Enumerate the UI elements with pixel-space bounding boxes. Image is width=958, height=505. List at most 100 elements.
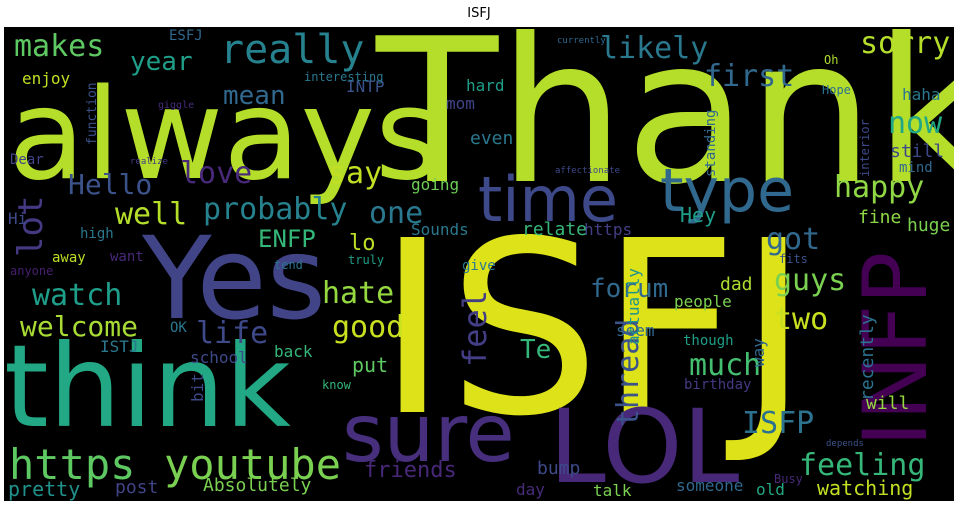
word-say: say xyxy=(328,156,383,191)
word-currently: currently xyxy=(557,36,606,46)
word-mom: mom xyxy=(446,94,475,113)
word-isfp: ISFP xyxy=(742,406,815,441)
word-standing: standing xyxy=(703,109,719,177)
word-high: high xyxy=(80,226,114,242)
word-guys: guys xyxy=(774,263,847,298)
word-will: will xyxy=(866,393,910,414)
word-hate: hate xyxy=(322,276,395,311)
word-feeling: feeling xyxy=(799,448,926,483)
word-cloud: ISFJ Thank always Yes think sure LOL INF… xyxy=(4,27,954,501)
word-interesting: interesting xyxy=(304,70,384,84)
word-intp: INTP xyxy=(346,77,385,96)
word-much: much xyxy=(689,348,762,383)
word-pretty: pretty xyxy=(8,477,81,501)
word-want: want xyxy=(110,249,144,265)
word-esfj: ESFJ xyxy=(169,28,203,44)
word-https-small: https xyxy=(584,220,633,239)
word-enjoy: enjoy xyxy=(22,69,71,88)
word-actually: actually xyxy=(624,267,643,345)
word-still: still xyxy=(890,141,945,162)
word-sounds: Sounds xyxy=(411,220,469,239)
word-makes: makes xyxy=(14,29,105,64)
word-hey: Hey xyxy=(680,203,717,227)
word-hi: Hi xyxy=(8,209,28,228)
word-welcome: welcome xyxy=(20,310,139,343)
word-now: now xyxy=(888,106,943,141)
word-dad: dad xyxy=(720,274,753,295)
word-lol: LOL xyxy=(549,388,740,501)
word-lo: lo xyxy=(349,231,376,256)
word-recently: recently xyxy=(857,314,878,401)
word-fine: fine xyxy=(858,207,902,228)
word-oh: Oh xyxy=(824,53,839,67)
word-seem: seem xyxy=(616,321,655,340)
word-bump: bump xyxy=(537,458,581,479)
word-year: year xyxy=(130,47,193,77)
word-time: time xyxy=(478,163,619,236)
word-te: Te xyxy=(520,335,552,365)
word-https: https xyxy=(9,440,136,489)
word-ok: OK xyxy=(170,320,187,336)
word-someone: someone xyxy=(676,476,744,495)
word-got: got xyxy=(766,222,821,257)
word-youtube: youtube xyxy=(164,440,342,489)
word-absolutely: Absolutely xyxy=(203,475,312,496)
chart-title: ISFJ xyxy=(467,6,491,21)
word-huge: huge xyxy=(907,215,951,236)
word-one: one xyxy=(369,196,424,231)
word-forum: forum xyxy=(590,274,669,304)
word-happy: happy xyxy=(834,170,925,205)
word-well: well xyxy=(115,197,188,232)
word-really: really xyxy=(220,27,365,73)
word-mind: mind xyxy=(899,160,933,176)
word-likely: likely xyxy=(600,31,709,66)
word-watch: watch xyxy=(32,278,123,313)
word-giggle: giggle xyxy=(158,100,195,111)
word-good: good xyxy=(332,310,405,345)
word-first: first xyxy=(704,59,795,94)
word-tend: tend xyxy=(274,258,303,272)
word-haha: haha xyxy=(902,85,941,104)
word-love: love xyxy=(180,156,253,191)
word-enfp: ENFP xyxy=(258,225,316,253)
word-hello: Hello xyxy=(68,168,153,201)
word-probably: probably xyxy=(203,192,348,227)
word-know: know xyxy=(322,378,351,392)
word-give: give xyxy=(462,258,496,274)
word-feel: feel xyxy=(456,289,494,367)
word-sorry: sorry xyxy=(860,27,951,61)
word-anyone: anyone xyxy=(10,264,54,278)
word-mean: mean xyxy=(223,81,286,111)
word-post: post xyxy=(115,477,159,498)
word-school: school xyxy=(190,348,248,367)
word-affectionate: affectionate xyxy=(555,166,621,176)
word-isfj: ISFJ xyxy=(377,189,809,469)
word-depends: depends xyxy=(826,439,864,449)
word-life: life xyxy=(196,316,269,351)
word-dear: Dear xyxy=(10,152,44,168)
word-even: even xyxy=(470,128,514,149)
word-sure: sure xyxy=(342,387,515,480)
word-watching: watching xyxy=(817,476,914,500)
word-yes: Yes xyxy=(142,212,327,345)
word-day: day xyxy=(516,480,545,499)
word-realize: realize xyxy=(130,157,168,167)
word-put: put xyxy=(352,353,389,377)
word-bit: bit xyxy=(188,373,207,402)
word-istj: ISTJ xyxy=(100,337,139,356)
word-going: going xyxy=(411,175,460,194)
word-hope: Hope xyxy=(822,83,851,97)
word-two: two xyxy=(774,302,829,337)
word-busy: Busy xyxy=(774,472,803,486)
word-old: old xyxy=(756,480,785,499)
word-back: back xyxy=(274,342,313,361)
word-friends: friends xyxy=(364,458,457,483)
word-thank: Thank xyxy=(376,27,954,229)
word-birthday: birthday xyxy=(684,377,752,393)
word-fits: fits xyxy=(779,252,808,266)
word-type: type xyxy=(660,156,795,226)
word-truly: truly xyxy=(348,253,385,267)
word-think: think xyxy=(4,320,291,453)
word-always: always xyxy=(8,61,441,208)
word-function: function xyxy=(85,82,100,145)
